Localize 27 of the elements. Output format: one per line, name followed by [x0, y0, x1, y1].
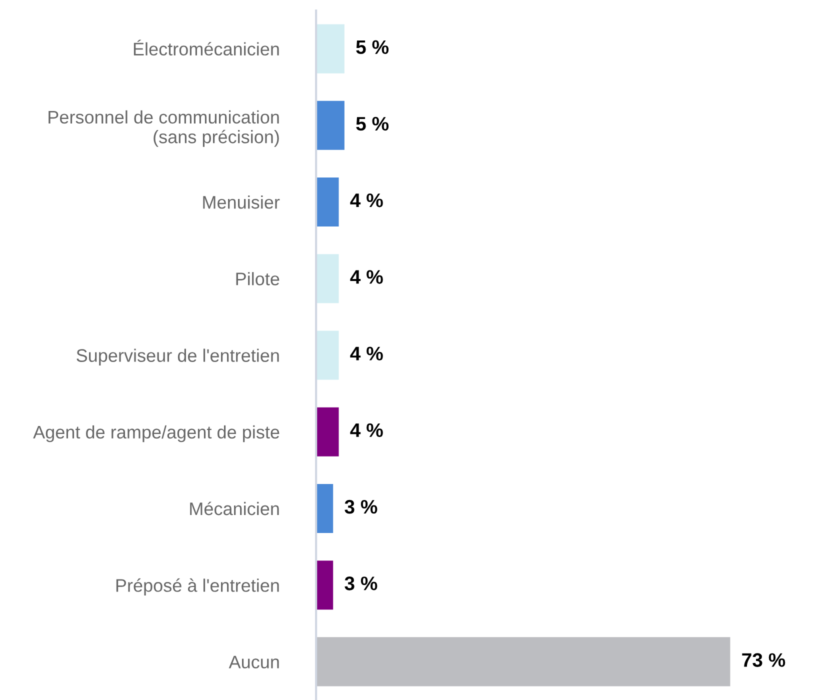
bar [316, 178, 339, 227]
bar [316, 560, 334, 610]
bar [316, 637, 730, 686]
bar [316, 100, 344, 150]
data-label: 5 % [356, 116, 389, 131]
y-tick-label: Superviseur de l'entretien [76, 348, 279, 366]
y-tick-label: Menuisier [203, 195, 280, 209]
bar [316, 407, 339, 456]
bar [316, 330, 339, 380]
data-label: 5 % [356, 40, 389, 54]
bar [316, 484, 334, 533]
data-label: 3 % [344, 500, 378, 514]
bar [316, 24, 344, 74]
data-label: 4 % [350, 423, 383, 438]
data-label: 4 % [350, 346, 383, 360]
y-tick-label: Électromécanicien [134, 40, 279, 56]
data-label: 3 % [344, 576, 378, 590]
data-label: 4 % [350, 194, 383, 208]
y-tick-label: Agent de rampe/agent de piste [33, 425, 280, 442]
y-tick-label: Mécanicien [190, 502, 279, 516]
data-label: 73 % [742, 653, 786, 667]
y-tick-label: Aucun [228, 656, 279, 668]
data-label: 4 % [350, 270, 383, 284]
y-tick-label: Personnel de communication (sans précision) [48, 110, 279, 147]
y-tick-label: Pilote [236, 272, 280, 286]
bar [316, 254, 339, 304]
y-tick-label: Préposé à l'entretien [116, 578, 279, 596]
